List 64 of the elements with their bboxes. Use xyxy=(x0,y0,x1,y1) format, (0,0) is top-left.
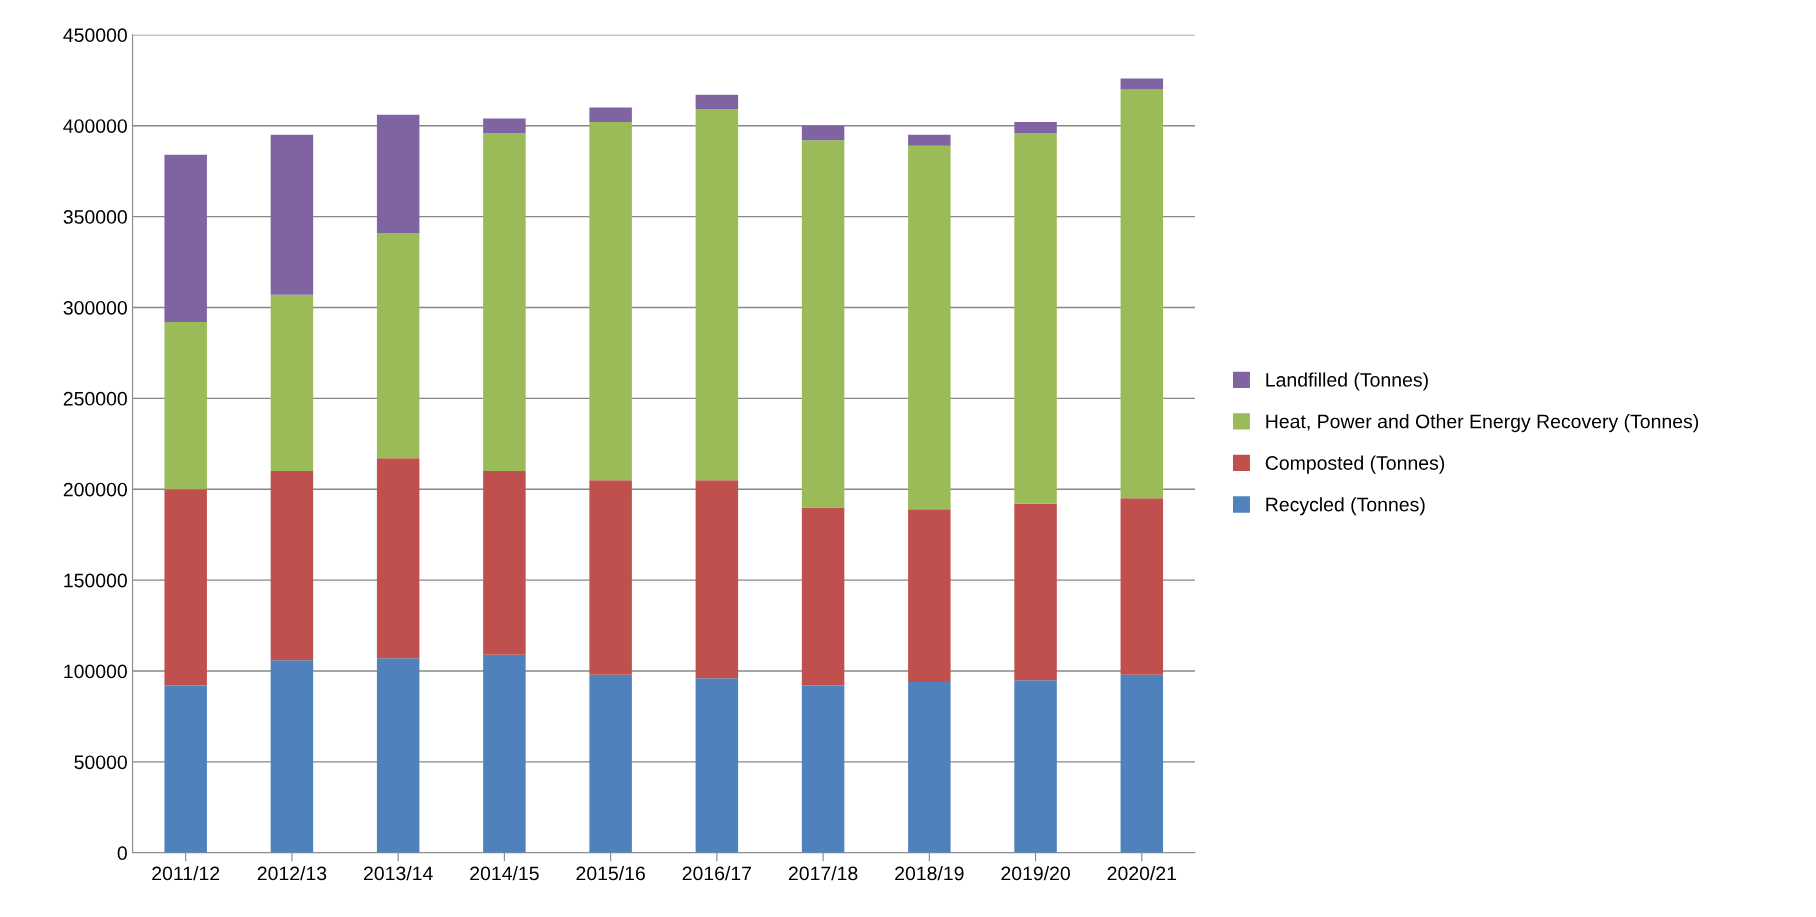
legend-label: Heat, Power and Other Energy Recovery (Tonnes) xyxy=(1266,414,1699,433)
bar xyxy=(270,471,314,661)
x-tick-label: 2015/16 xyxy=(576,866,645,881)
bar xyxy=(695,109,739,481)
bar xyxy=(1120,89,1164,499)
bar xyxy=(1120,498,1164,675)
x-tick-label: 2019/20 xyxy=(1001,866,1070,881)
y-tick-label: 100000 xyxy=(64,664,127,679)
bar xyxy=(1014,122,1057,133)
bar xyxy=(589,480,632,675)
bar xyxy=(908,509,951,682)
y-tick-label: 250000 xyxy=(63,391,127,406)
x-tick-label: 2014/15 xyxy=(470,866,539,881)
bar xyxy=(801,125,845,141)
bar xyxy=(1120,78,1164,90)
y-tick-label: 200000 xyxy=(63,482,127,497)
bar xyxy=(376,232,420,459)
x-tick-label: 2012/13 xyxy=(257,866,327,881)
bar xyxy=(376,458,420,659)
bar xyxy=(164,685,207,853)
y-tick-label: 0 xyxy=(117,846,127,861)
y-tick-label: 300000 xyxy=(63,300,127,315)
x-tick-label: 2020/21 xyxy=(1107,866,1177,881)
legend-label: Landfilled (Tonnes) xyxy=(1266,372,1428,391)
bar xyxy=(589,107,632,123)
x-tick-label: 2011/12 xyxy=(152,866,220,881)
bar xyxy=(270,660,314,853)
bar xyxy=(1014,680,1057,853)
y-tick-label: 400000 xyxy=(63,119,127,133)
bar xyxy=(1014,133,1057,504)
bar xyxy=(908,681,951,853)
y-tick-label: 450000 xyxy=(63,28,127,43)
bar xyxy=(483,118,526,133)
bar xyxy=(483,133,526,472)
bar xyxy=(589,674,632,853)
x-tick-label: 2018/19 xyxy=(895,866,964,881)
bar xyxy=(483,654,526,853)
bar xyxy=(695,94,739,110)
x-tick-label: 2017/18 xyxy=(788,866,858,881)
bar xyxy=(270,134,314,295)
bar xyxy=(908,134,951,146)
legend-label: Composted (Tonnes) xyxy=(1265,455,1445,474)
bar xyxy=(801,685,845,853)
bar xyxy=(1120,674,1164,853)
bar xyxy=(801,507,845,686)
bar xyxy=(908,145,951,510)
bar xyxy=(164,154,207,323)
y-tick-label: 50000 xyxy=(74,755,127,770)
x-tick-label: 2016/17 xyxy=(682,866,752,881)
bar xyxy=(1014,503,1057,681)
bar xyxy=(589,122,632,481)
legend-label: Recycled (Tonnes) xyxy=(1266,497,1425,516)
bar xyxy=(695,480,739,679)
y-tick-label: 350000 xyxy=(63,210,127,224)
bar xyxy=(270,294,314,472)
bar xyxy=(376,114,420,233)
x-tick-label: 2013/14 xyxy=(364,866,433,881)
y-tick-label: 150000 xyxy=(64,573,127,588)
bar xyxy=(695,678,739,853)
bar xyxy=(483,471,526,655)
bar xyxy=(164,489,207,686)
bar xyxy=(164,322,207,490)
bar xyxy=(801,140,845,508)
bar xyxy=(376,658,420,853)
